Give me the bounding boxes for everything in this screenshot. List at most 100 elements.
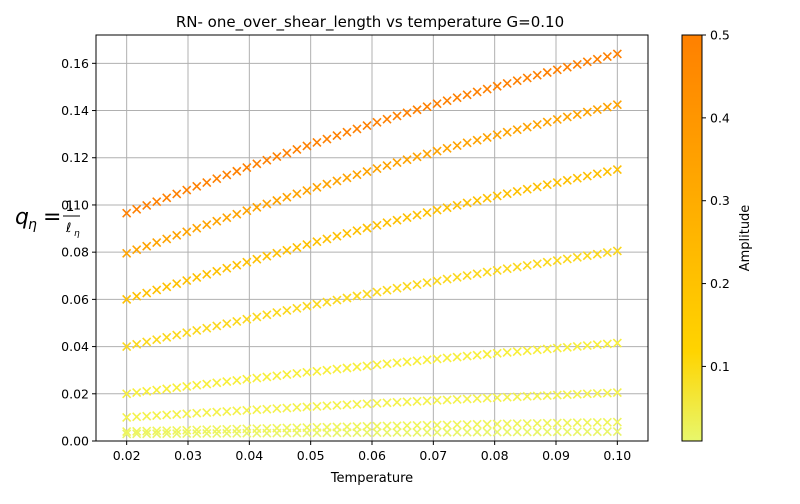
data-point <box>212 407 222 417</box>
data-point <box>402 357 412 367</box>
data-point <box>452 200 462 210</box>
data-point <box>532 418 542 428</box>
data-point <box>242 257 252 267</box>
data-point <box>522 427 532 437</box>
data-point <box>472 419 482 429</box>
y-tick-label: 0.06 <box>61 292 89 307</box>
data-point <box>532 345 542 355</box>
colorbar-label: Amplitude <box>738 205 753 272</box>
data-point <box>162 429 172 439</box>
data-point <box>222 213 232 223</box>
data-point <box>402 213 412 223</box>
data-point <box>202 425 212 435</box>
colorbar-tick-label: 0.5 <box>710 28 730 43</box>
data-point <box>332 295 342 305</box>
y-tick-label: 0.02 <box>61 386 89 401</box>
data-point <box>342 363 352 373</box>
data-point <box>152 429 162 439</box>
colorbar-tick-label: 0.1 <box>710 359 730 374</box>
data-point <box>252 254 262 264</box>
data-point <box>262 423 272 433</box>
data-point <box>142 426 152 436</box>
data-point <box>282 192 292 202</box>
data-point <box>582 418 592 428</box>
data-point <box>232 428 242 438</box>
data-point <box>292 242 302 252</box>
data-point <box>582 389 592 399</box>
data-point <box>372 421 382 431</box>
data-point <box>592 249 602 259</box>
data-point <box>382 160 392 171</box>
data-point <box>252 159 262 169</box>
data-point <box>362 361 372 371</box>
data-point <box>432 427 442 437</box>
y-tick-label: 0.00 <box>61 434 89 449</box>
data-point <box>362 121 372 131</box>
data-point <box>232 375 242 385</box>
data-point <box>172 279 182 289</box>
y-tick-label: 0.16 <box>61 56 89 71</box>
data-point <box>572 252 582 262</box>
data-point <box>392 358 402 368</box>
data-point <box>472 269 482 279</box>
data-point <box>362 167 372 177</box>
data-point <box>452 93 462 103</box>
data-point <box>202 428 212 439</box>
data-point <box>572 389 582 399</box>
data-point <box>582 251 592 261</box>
data-point <box>562 390 572 400</box>
data-point <box>402 397 412 407</box>
data-point <box>332 176 342 186</box>
data-point <box>132 245 142 255</box>
data-point <box>252 405 262 415</box>
data-point <box>292 368 302 379</box>
data-point <box>382 285 392 295</box>
data-point <box>472 135 482 145</box>
data-point <box>422 396 432 406</box>
data-point <box>382 427 392 438</box>
data-point <box>472 87 482 97</box>
data-point <box>292 423 302 433</box>
data-point <box>172 189 182 199</box>
data-point <box>432 205 442 215</box>
data-point <box>442 143 452 153</box>
data-point <box>502 189 512 199</box>
data-point <box>182 425 192 435</box>
data-point <box>162 384 172 394</box>
data-point <box>492 130 502 140</box>
data-point <box>272 195 282 206</box>
data-point <box>542 418 552 428</box>
data-point <box>402 155 412 165</box>
series-3 <box>122 338 622 399</box>
data-point <box>442 395 452 405</box>
data-point <box>182 381 192 391</box>
data-point <box>602 417 612 427</box>
data-point <box>232 406 242 416</box>
data-point <box>582 171 592 181</box>
data-point <box>462 427 472 437</box>
data-point <box>572 59 582 70</box>
x-tick-label: 0.10 <box>603 448 631 463</box>
data-point <box>572 427 582 437</box>
data-point <box>452 140 462 151</box>
data-point <box>342 228 352 238</box>
data-point <box>262 310 272 320</box>
data-point <box>512 125 522 135</box>
data-point <box>422 427 432 437</box>
data-point <box>192 425 202 435</box>
data-point <box>592 388 602 398</box>
data-point <box>152 197 162 207</box>
data-point <box>252 202 262 212</box>
data-point <box>412 105 422 115</box>
data-point <box>572 418 582 428</box>
data-point <box>232 166 242 176</box>
data-point <box>482 393 492 403</box>
data-point <box>122 429 132 439</box>
data-point <box>142 411 152 421</box>
data-point <box>172 409 182 419</box>
data-point <box>522 346 532 356</box>
data-point <box>302 423 312 433</box>
data-point <box>412 427 422 437</box>
data-point <box>462 90 472 100</box>
